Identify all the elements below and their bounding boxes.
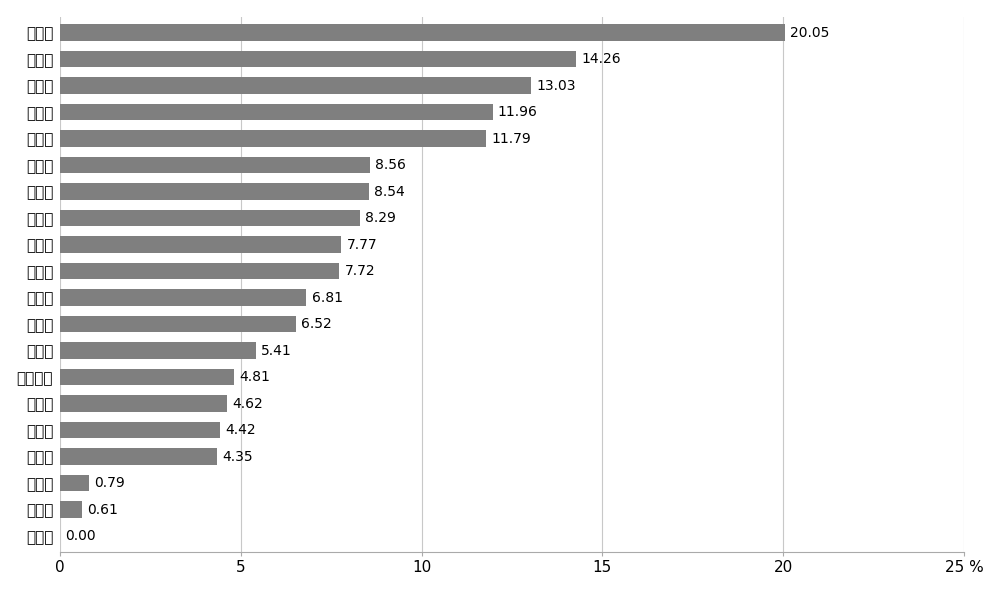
Text: 11.96: 11.96 — [498, 105, 538, 119]
Text: 6.52: 6.52 — [301, 317, 332, 331]
Bar — [60, 236, 341, 253]
Bar — [60, 501, 82, 518]
Text: 8.54: 8.54 — [374, 185, 405, 198]
Text: 20.05: 20.05 — [790, 25, 830, 40]
Bar — [60, 24, 785, 41]
Text: 4.42: 4.42 — [225, 423, 256, 437]
Text: 7.77: 7.77 — [346, 237, 377, 252]
Bar — [60, 263, 339, 279]
Text: 7.72: 7.72 — [345, 264, 375, 278]
Text: 5.41: 5.41 — [261, 343, 292, 358]
Bar — [60, 184, 369, 200]
Bar — [60, 475, 89, 491]
Text: 4.35: 4.35 — [223, 449, 253, 464]
Bar — [60, 422, 220, 438]
Text: 4.81: 4.81 — [239, 370, 270, 384]
Text: 13.03: 13.03 — [537, 79, 576, 92]
Text: 8.29: 8.29 — [365, 211, 396, 225]
Bar — [60, 104, 493, 120]
Text: 6.81: 6.81 — [312, 291, 343, 305]
Bar — [60, 342, 256, 359]
Bar — [60, 369, 234, 385]
Bar — [60, 78, 531, 94]
Bar — [60, 448, 217, 465]
Text: 8.56: 8.56 — [375, 158, 406, 172]
Bar — [60, 395, 227, 412]
Text: 0.00: 0.00 — [66, 529, 96, 543]
Bar — [60, 210, 360, 226]
Bar — [60, 157, 370, 173]
Text: 11.79: 11.79 — [492, 131, 532, 146]
Text: 0.61: 0.61 — [88, 503, 118, 517]
Bar — [60, 51, 576, 67]
Bar — [60, 289, 306, 306]
Bar — [60, 130, 486, 147]
Text: 0.79: 0.79 — [94, 476, 125, 490]
Text: 14.26: 14.26 — [581, 52, 621, 66]
Text: 4.62: 4.62 — [233, 397, 263, 411]
Bar — [60, 316, 296, 332]
